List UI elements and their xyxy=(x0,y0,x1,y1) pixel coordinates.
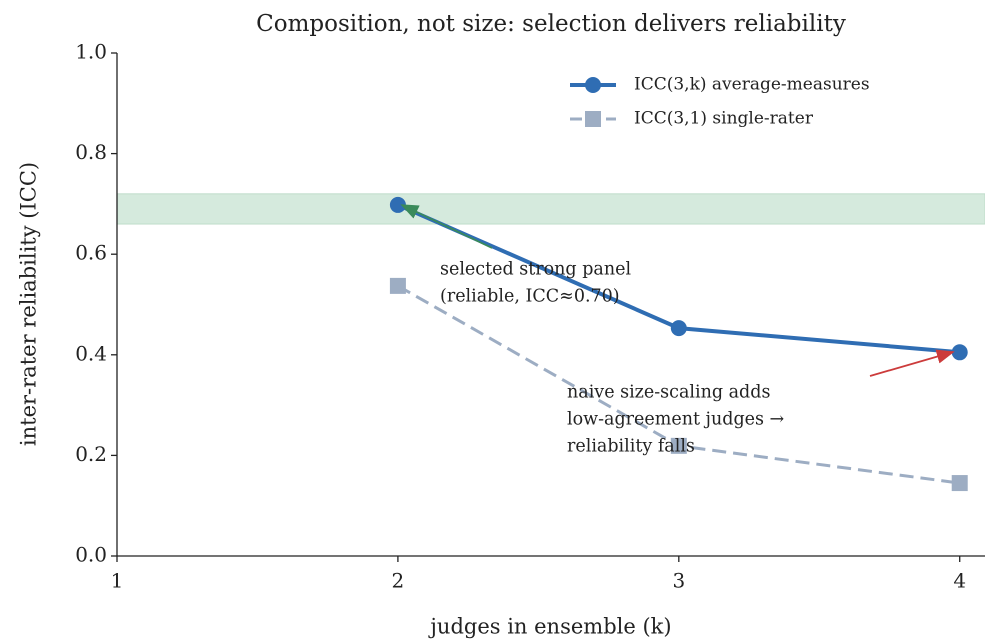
y-tick-label: 0.6 xyxy=(75,241,107,265)
x-tick-label: 2 xyxy=(392,569,405,593)
x-tick-label: 4 xyxy=(953,569,966,593)
legend-label: ICC(3,1) single-rater xyxy=(634,109,814,129)
y-tick-label: 0.0 xyxy=(75,543,107,567)
annotation-text: selected strong panel xyxy=(440,260,631,280)
annotation-text: low-agreement judges → xyxy=(567,410,785,430)
series xyxy=(389,277,968,492)
x-axis-label: judges in ensemble (k) xyxy=(427,615,671,639)
y-tick-label: 0.8 xyxy=(75,140,107,164)
data-point xyxy=(389,277,406,294)
data-point xyxy=(951,344,968,361)
legend-marker xyxy=(585,111,601,127)
legend-marker xyxy=(585,77,601,93)
annotation-arrow xyxy=(400,204,493,249)
y-axis-label: inter-rater reliability (ICC) xyxy=(17,162,41,446)
x-tick-label: 3 xyxy=(672,569,685,593)
annotation-text: (reliable, ICC≈0.70) xyxy=(440,287,620,307)
reference-band xyxy=(116,193,985,225)
annotation-text: reliability falls xyxy=(567,437,695,457)
y-tick-label: 1.0 xyxy=(75,40,107,64)
chart-title: Composition, not size: selection deliver… xyxy=(256,11,846,37)
annotation-text: naive size-scaling adds xyxy=(567,383,770,403)
x-tick-label: 1 xyxy=(111,569,124,593)
series xyxy=(389,196,968,361)
data-point xyxy=(670,437,687,454)
y-tick-label: 0.2 xyxy=(75,442,107,466)
legend-label: ICC(3,k) average-measures xyxy=(634,75,870,95)
data-point xyxy=(670,320,687,337)
data-point xyxy=(951,475,968,492)
annotation-arrow xyxy=(869,349,955,377)
y-tick-label: 0.4 xyxy=(75,341,107,365)
